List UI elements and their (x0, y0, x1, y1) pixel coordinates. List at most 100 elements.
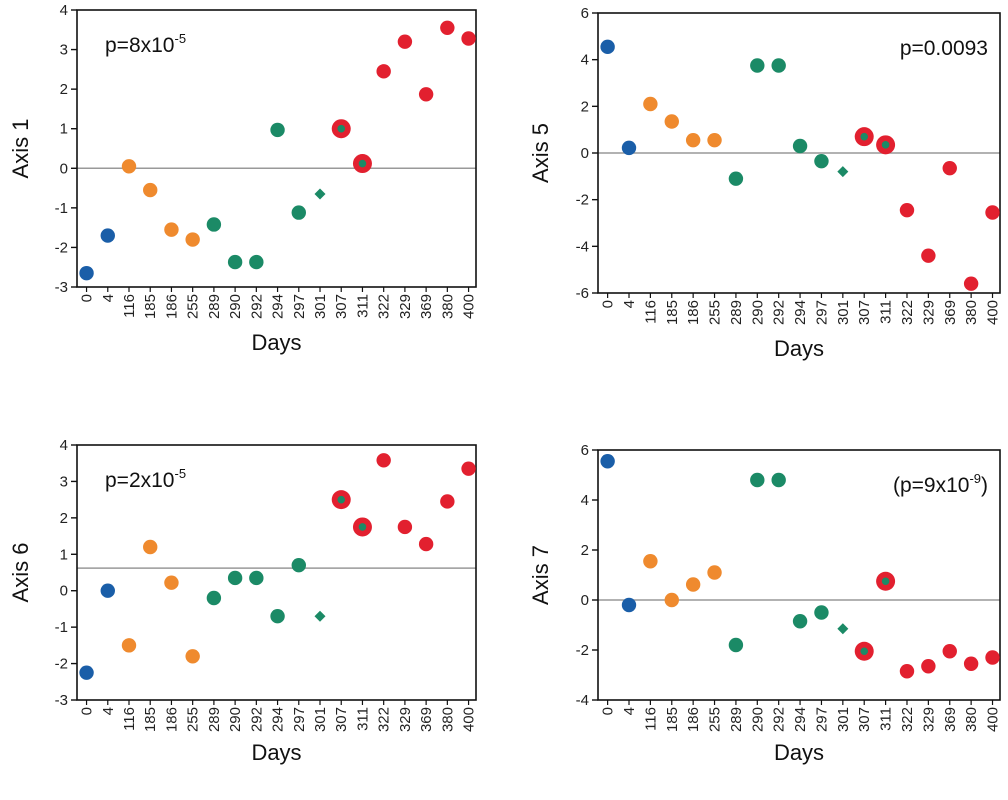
data-point-day-297 (291, 558, 306, 573)
x-tick-label: 301 (835, 707, 852, 732)
x-tick-label: 400 (985, 300, 1002, 325)
x-tick-label: 400 (461, 294, 478, 319)
x-axis-title: Days (251, 330, 301, 355)
data-point-day-255 (185, 649, 200, 664)
data-point-day-185 (143, 182, 158, 198)
data-point-day-294 (792, 614, 808, 629)
x-tick-label: 369 (942, 300, 959, 325)
data-point-day-307 (854, 127, 874, 147)
data-point-day-116 (643, 96, 658, 112)
data-point-day-290 (227, 254, 243, 270)
p-value-text: p=8x10 (105, 34, 174, 57)
x-tick-label: 186 (163, 707, 180, 732)
data-point-day-329 (921, 659, 936, 674)
data-point-day-301 (837, 166, 849, 178)
x-tick-label: 329 (920, 707, 937, 732)
ring-center (337, 124, 346, 133)
x-tick-label: 116 (121, 294, 138, 318)
x-tick-label: 380 (439, 707, 456, 732)
data-point-day-301 (314, 610, 326, 622)
data-point-day-292 (249, 254, 264, 270)
data-point-day-292 (249, 570, 264, 586)
data-point-day-369 (942, 644, 957, 659)
x-tick-label: 400 (985, 707, 1002, 732)
plot-frame (76, 444, 477, 701)
x-tick-label: 185 (664, 300, 681, 325)
x-tick-label: 380 (963, 707, 980, 732)
x-tick-label: 322 (376, 294, 393, 319)
x-tick-label: 116 (642, 707, 659, 731)
x-tick-label: 307 (856, 707, 873, 732)
y-axis-title: Axis 7 (528, 545, 553, 605)
x-tick-label: 307 (856, 300, 873, 325)
data-point-day-290 (750, 58, 765, 73)
y-tick-label: -1 (55, 200, 68, 217)
ring-center (358, 523, 367, 531)
p-value-exponent: -9 (969, 471, 981, 486)
y-tick-label: 6 (581, 5, 589, 22)
y-tick-label: -2 (576, 642, 589, 659)
y-tick-label: 0 (60, 583, 68, 600)
plot-frame (597, 449, 1001, 701)
y-tick-label: 0 (581, 592, 589, 609)
x-tick-label: 322 (899, 300, 916, 325)
x-tick-label: 186 (685, 707, 702, 732)
x-tick-label: 0 (79, 294, 96, 302)
x-tick-label: 297 (813, 707, 830, 732)
y-tick-label: 4 (60, 2, 68, 19)
x-tick-label: 311 (354, 707, 371, 731)
x-tick-label: 311 (878, 300, 895, 324)
x-tick-label: 301 (312, 294, 329, 319)
x-tick-label: 116 (642, 300, 659, 324)
data-point-day-297 (291, 205, 306, 220)
ring-center (881, 577, 890, 586)
data-point-day-380 (963, 656, 979, 671)
data-point-day-311 (876, 135, 896, 155)
data-point-day-0 (79, 665, 94, 680)
x-tick-label: 292 (771, 707, 788, 732)
data-point-day-186 (164, 575, 179, 590)
y-tick-label: 4 (581, 52, 589, 69)
data-point-day-400 (985, 205, 1000, 220)
y-tick-label: 3 (60, 473, 68, 490)
x-tick-label: 289 (728, 707, 745, 732)
y-tick-label: -3 (55, 279, 68, 296)
ring-center (358, 159, 367, 168)
x-tick-label: 290 (749, 300, 766, 325)
x-tick-label: 329 (397, 294, 414, 319)
x-tick-label: 400 (461, 707, 478, 732)
x-tick-label: 290 (749, 707, 766, 732)
data-point-day-294 (270, 122, 285, 138)
data-point-day-186 (164, 222, 179, 237)
data-point-day-0 (600, 39, 615, 55)
data-point-day-4 (100, 583, 115, 598)
y-tick-label: 2 (60, 510, 68, 527)
plot-frame (76, 9, 477, 288)
y-tick-label: 2 (60, 81, 68, 98)
data-point-day-294 (270, 609, 285, 624)
y-tick-label: 0 (60, 160, 68, 177)
data-point-day-400 (985, 650, 1000, 665)
data-point-day-311 (876, 571, 896, 591)
x-tick-label: 4 (621, 300, 638, 308)
x-tick-label: 294 (270, 707, 287, 732)
p-value-suffix: ) (981, 474, 988, 497)
y-tick-label: 2 (581, 98, 589, 115)
x-tick-label: 0 (79, 707, 96, 715)
data-point-day-400 (461, 461, 476, 476)
x-tick-label: 185 (142, 294, 159, 319)
data-point-day-311 (352, 154, 372, 174)
x-tick-label: 290 (227, 707, 244, 732)
y-tick-label: -4 (576, 692, 589, 709)
ring-center (860, 132, 869, 141)
x-tick-label: 301 (835, 300, 852, 325)
x-tick-label: 369 (418, 707, 435, 732)
y-tick-label: -2 (55, 239, 68, 256)
x-tick-label: 255 (185, 294, 202, 319)
x-tick-label: 369 (418, 294, 435, 319)
data-point-day-369 (942, 160, 957, 176)
data-point-day-380 (440, 20, 455, 36)
data-point-day-311 (352, 517, 372, 537)
